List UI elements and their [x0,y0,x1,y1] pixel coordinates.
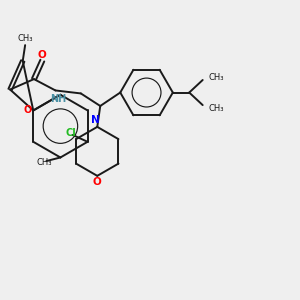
Text: CH₃: CH₃ [36,158,52,167]
Text: CH₃: CH₃ [208,73,224,82]
Text: NH: NH [50,94,67,104]
Text: Cl: Cl [66,128,76,138]
Text: O: O [38,50,47,60]
Text: N: N [92,115,100,125]
Text: O: O [24,105,32,115]
Text: CH₃: CH₃ [208,103,224,112]
Text: O: O [93,177,102,188]
Text: CH₃: CH₃ [18,34,34,43]
